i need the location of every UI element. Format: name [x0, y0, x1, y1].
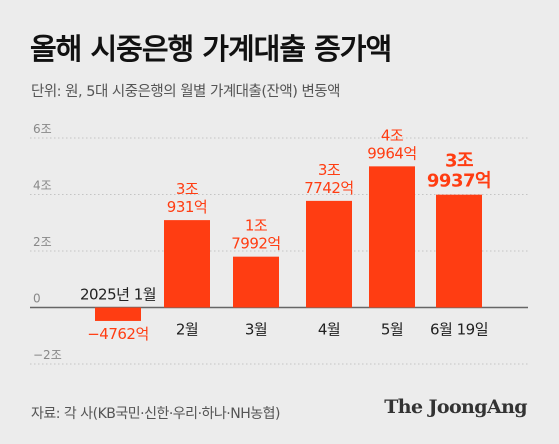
- x-tick-label: 6월 19일: [430, 321, 488, 339]
- data-label: 931억: [167, 198, 207, 216]
- x-tick-label: 5월: [381, 321, 403, 339]
- bar: [369, 166, 415, 308]
- data-label: 3조: [445, 151, 473, 172]
- source-note: 자료: 각 사(KB국민·신한·우리·하나·NH농협): [31, 406, 280, 422]
- x-tick-label: 2025년 1월: [80, 286, 156, 304]
- publisher-logo: The JoongAng: [384, 396, 527, 418]
- y-tick-label: 2조: [33, 235, 52, 249]
- y-tick-label: −2조: [33, 348, 62, 362]
- bar: [233, 256, 279, 308]
- data-label: 9937억: [427, 171, 491, 192]
- data-label: 7742억: [304, 179, 353, 197]
- data-label: −4762억: [87, 325, 149, 343]
- x-tick-label: 2월: [176, 321, 198, 339]
- bar: [436, 194, 482, 308]
- y-tick-label: 6조: [33, 122, 52, 136]
- data-label: 3조: [318, 161, 341, 179]
- y-tick-label: 0: [33, 292, 41, 306]
- bar: [306, 200, 352, 308]
- data-label: 1조: [245, 217, 268, 235]
- data-label: 7992억: [231, 235, 280, 253]
- x-tick-label: 4월: [318, 321, 340, 339]
- x-tick-label: 3월: [245, 321, 267, 339]
- data-label: 9964억: [367, 144, 416, 162]
- bar: [164, 220, 210, 308]
- chart-title: 올해 시중은행 가계대출 증가액: [30, 32, 392, 66]
- y-tick-label: 4조: [33, 179, 52, 193]
- chart-subtitle: 단위: 원, 5대 시중은행의 월별 가계대출(잔액) 변동액: [31, 84, 341, 100]
- bar: [95, 307, 141, 321]
- data-label: 3조: [176, 180, 199, 198]
- data-label: 4조: [381, 126, 404, 144]
